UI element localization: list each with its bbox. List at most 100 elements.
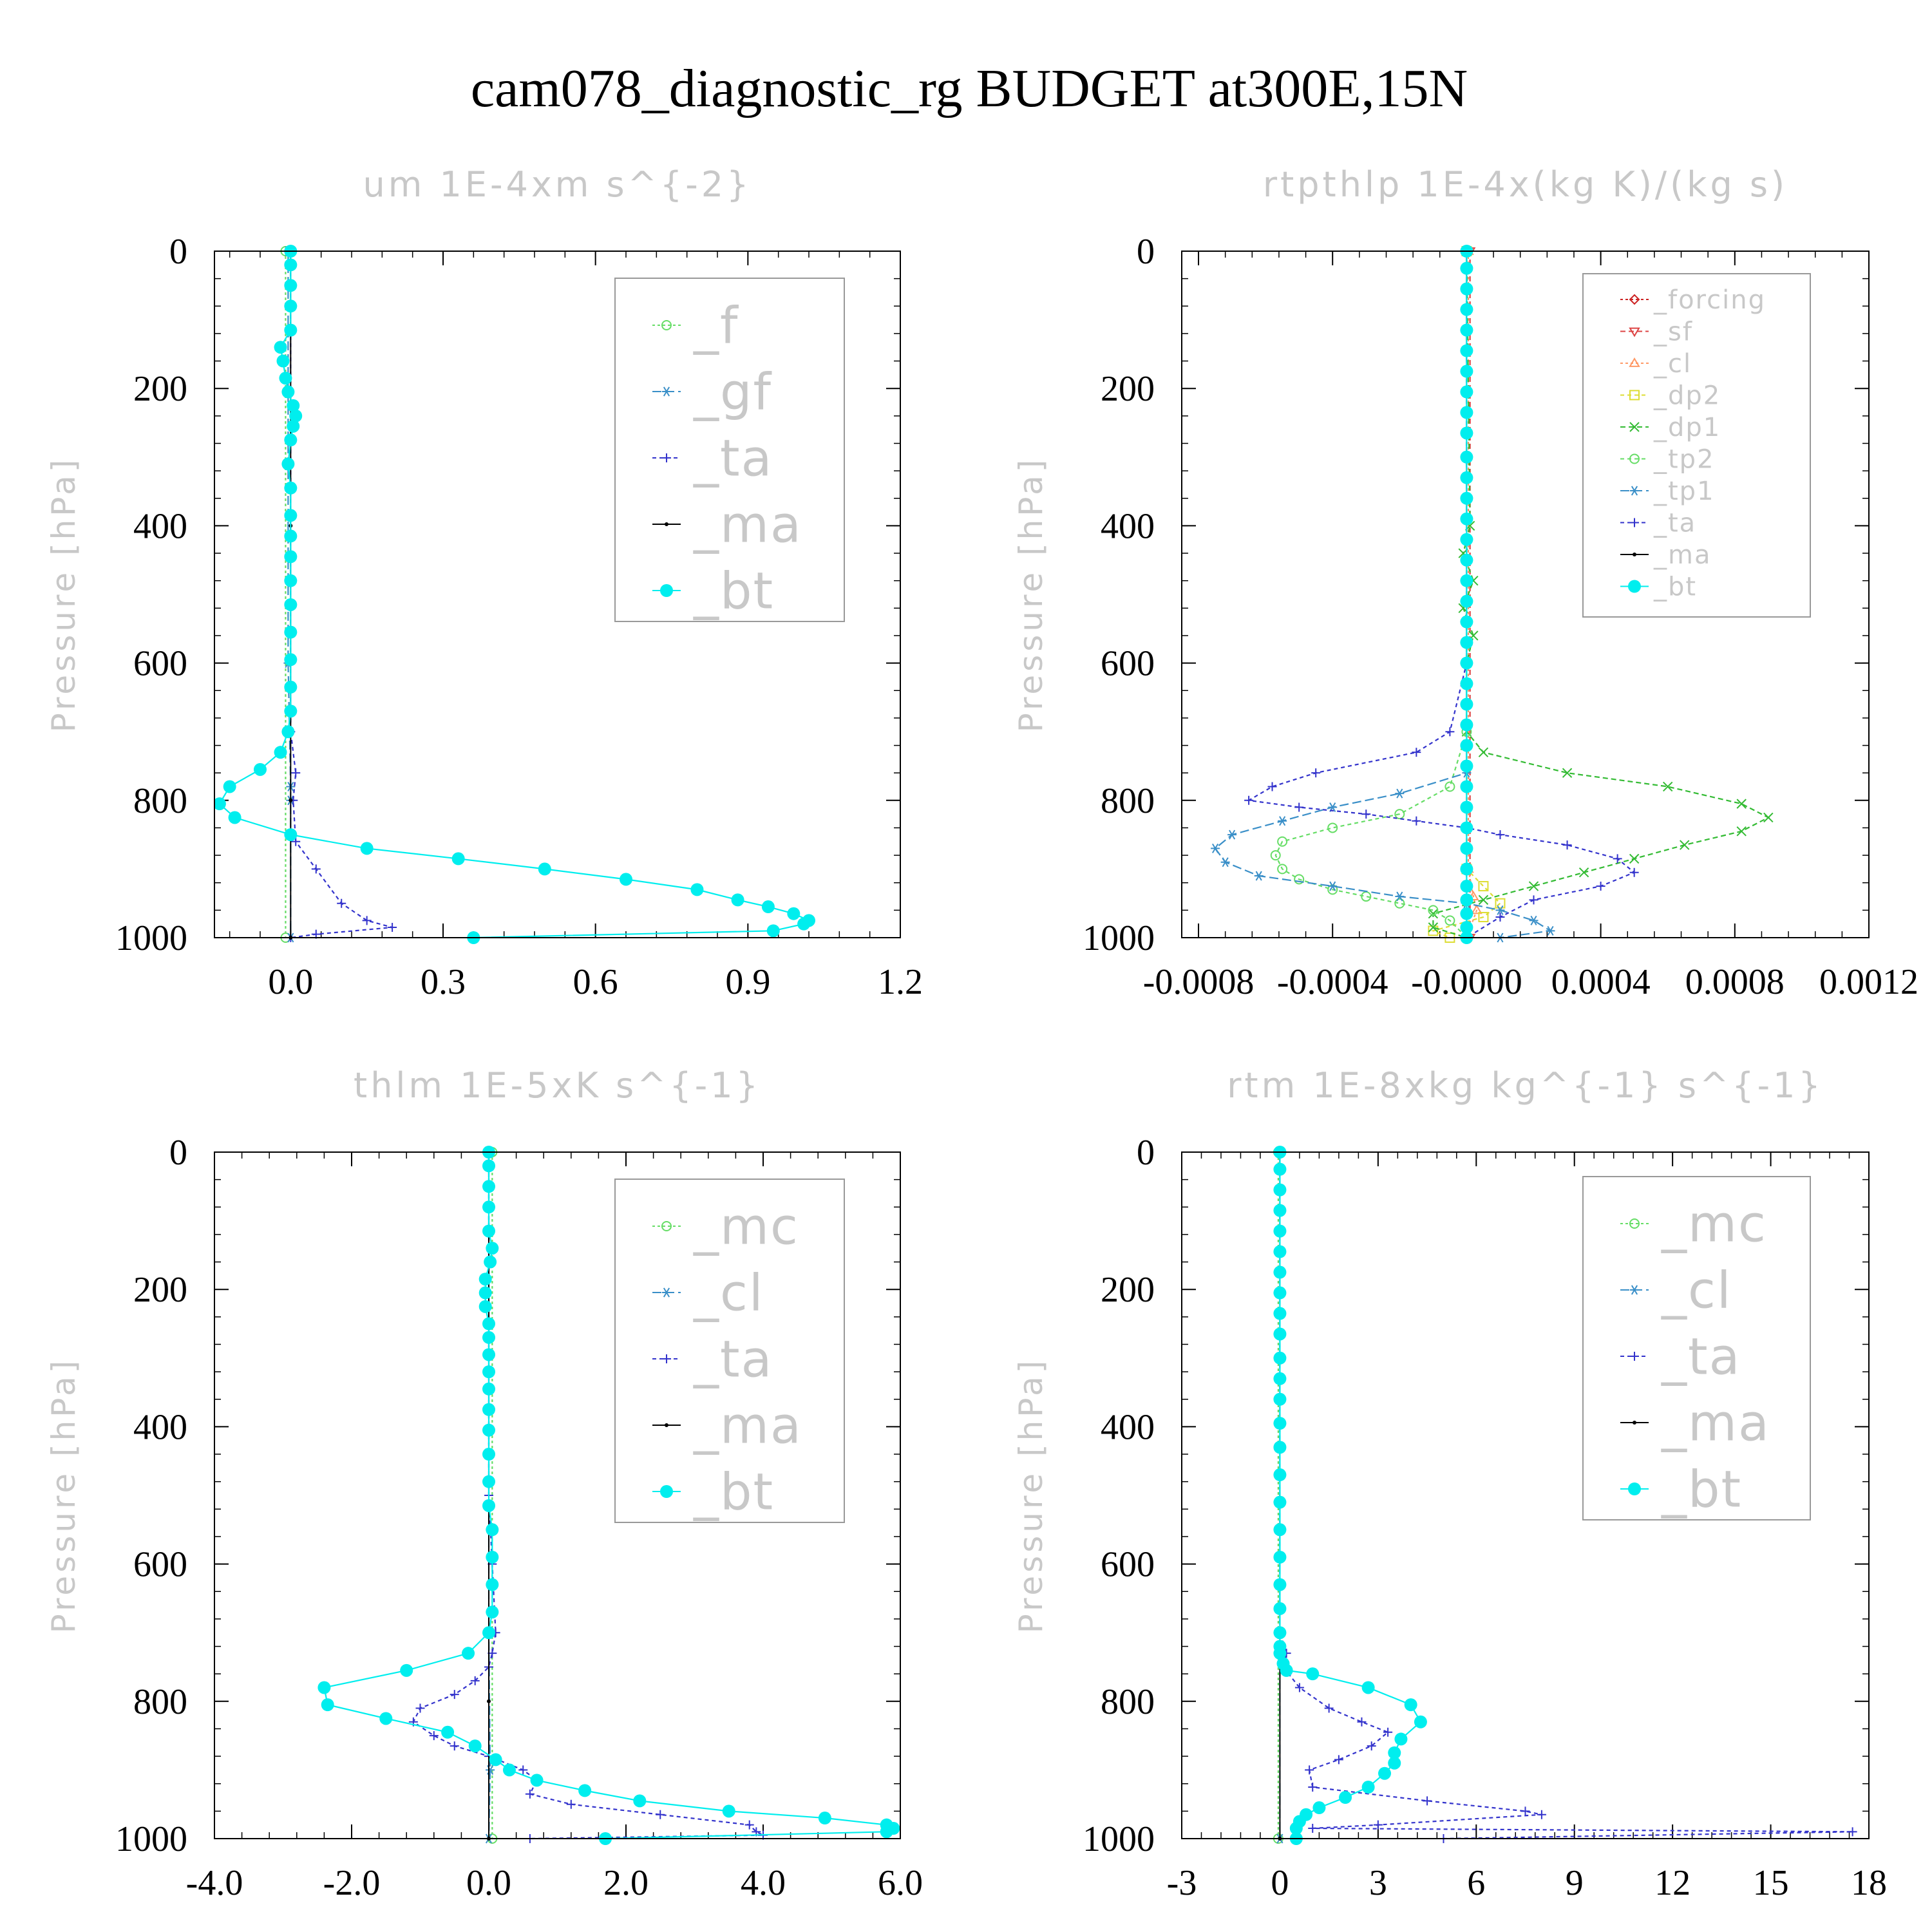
series-ta-point-15 xyxy=(1373,1820,1383,1830)
series-ta-point-4 xyxy=(1294,1683,1304,1692)
series-bt-point-32 xyxy=(451,852,465,866)
series-dp1-point-18 xyxy=(1478,895,1489,905)
series-ma-point-2 xyxy=(487,1699,491,1703)
legend-item-f-marker-point-0 xyxy=(661,320,672,330)
series-bt-point-20 xyxy=(486,1523,499,1537)
series-bt-point-12 xyxy=(284,433,298,447)
series-dp1-line xyxy=(1432,251,1770,939)
series-bt-point-19 xyxy=(1273,1578,1287,1591)
series-bt-point-5 xyxy=(486,1242,499,1255)
series-dp1-point-13 xyxy=(1736,826,1747,837)
series-bt-point-23 xyxy=(1273,1647,1287,1660)
series-bt-point-29 xyxy=(228,811,242,824)
x-tick-label: 0.0004 xyxy=(1551,962,1651,1002)
y-tick-label: 800 xyxy=(133,1682,187,1722)
series-ta-point-6 xyxy=(1357,1717,1367,1727)
y-tick-label: 800 xyxy=(133,781,187,821)
legend-item-dp1-marker-point-0 xyxy=(1629,422,1640,432)
series-bt-point-25 xyxy=(1280,1663,1293,1677)
series-bt-point-17 xyxy=(284,550,298,564)
series-ta-point-10 xyxy=(1305,1765,1314,1775)
series-bt-point-30 xyxy=(1460,862,1473,876)
series-ta-point-14 xyxy=(518,1765,528,1775)
series-bt-point-26 xyxy=(400,1663,413,1677)
series-bt-point-9 xyxy=(1460,426,1473,440)
series-bt-point-30 xyxy=(441,1725,455,1739)
series-ta-point-6 xyxy=(337,898,346,908)
series-bt-point-28 xyxy=(1460,821,1473,835)
y-tick-label: 1000 xyxy=(115,1819,187,1859)
plot-frame xyxy=(1181,251,1870,938)
legend-item-ta: _ta xyxy=(652,430,772,488)
series-bt-point-20 xyxy=(1273,1602,1287,1615)
legend-item-mc-marker-point-0 xyxy=(1629,1218,1640,1229)
series-bt-point-8 xyxy=(1460,406,1473,419)
series-tp1-point-9 xyxy=(1328,881,1338,891)
series-tp1-point-5 xyxy=(1227,829,1237,840)
series-bt-point-1 xyxy=(1273,1162,1287,1176)
series-tp1-point-14 xyxy=(1546,925,1555,936)
series-bt-point-18 xyxy=(1460,615,1473,629)
series-bt-point-17 xyxy=(1273,1523,1287,1537)
series-ta-point-6 xyxy=(1244,795,1254,805)
series-bt-point-35 xyxy=(690,883,704,896)
legend-item-f-label: _f xyxy=(693,297,739,355)
series-ta-point-11 xyxy=(1308,1783,1318,1792)
legend-item-ta: _ta xyxy=(1620,1328,1739,1386)
y-tick-label: 600 xyxy=(133,1545,187,1585)
legend-item-cl: _cl xyxy=(1620,349,1690,379)
series-bt-point-31 xyxy=(1388,1746,1401,1759)
legend-item-ma: _ma xyxy=(1620,1394,1769,1452)
legend-item-ma-marker-point-0 xyxy=(665,1423,668,1427)
series-tp1-line xyxy=(1214,251,1553,939)
series-ta-point-19 xyxy=(744,1820,754,1830)
series-ta-point-5 xyxy=(311,864,321,874)
series-bt-point-11 xyxy=(482,1331,495,1344)
legend-item-ta-marker-point-0 xyxy=(662,1354,671,1363)
series-tp1 xyxy=(1211,246,1555,943)
series-ta-point-18 xyxy=(656,1810,665,1819)
series-bt-point-38 xyxy=(787,907,800,920)
series-ta-point-16 xyxy=(1308,1824,1318,1833)
series-bt-point-4 xyxy=(1273,1224,1287,1238)
legend-item-bt: _bt xyxy=(652,1463,773,1521)
series-bt-point-33 xyxy=(502,1763,516,1777)
series-bt-point-36 xyxy=(633,1794,647,1808)
legend-item-bt-label: _bt xyxy=(1653,573,1697,602)
series-bt-point-6 xyxy=(1460,365,1473,378)
legend-item-ma-label: _ma xyxy=(693,1397,802,1455)
series-bt-point-31 xyxy=(360,842,374,855)
x-tick-label: 15 xyxy=(1753,1863,1789,1903)
y-tick-label: 600 xyxy=(133,644,187,684)
series-bt-point-35 xyxy=(578,1784,592,1797)
series-bt-point-41 xyxy=(880,1825,893,1839)
series-dp1-point-17 xyxy=(1528,881,1539,891)
legend-item-forcing-marker-point-0 xyxy=(1629,294,1640,305)
series-bt-point-11 xyxy=(1460,471,1473,484)
series-ta-point-7 xyxy=(470,1676,480,1685)
series-dp1-point-14 xyxy=(1680,840,1690,850)
series-tp1-point-13 xyxy=(1529,915,1539,925)
legend-item-bt-marker-point-0 xyxy=(1628,580,1641,593)
series-tp2-point-6 xyxy=(1270,850,1281,861)
series-bt-point-6 xyxy=(276,354,290,368)
legend-item-sf-marker-point-0 xyxy=(1629,327,1640,337)
y-axis-label: Pressure [hPa] xyxy=(1012,1358,1050,1634)
series-bt-point-16 xyxy=(482,1423,495,1437)
series-bt-point-8 xyxy=(281,385,295,399)
x-tick-label: -3 xyxy=(1167,1863,1197,1903)
series-bt-point-23 xyxy=(1460,718,1473,732)
y-tick-label: 1000 xyxy=(115,918,187,958)
series-bt-point-2 xyxy=(482,1180,495,1193)
series-bt-point-7 xyxy=(478,1273,492,1286)
legend-item-tp2-marker-point-0 xyxy=(1629,453,1640,464)
legend-item-dp2-marker-point-0 xyxy=(1629,390,1640,401)
series-bt-point-6 xyxy=(1273,1265,1287,1279)
legend-item-gf-label: _gf xyxy=(693,363,772,421)
legend-item-dp2-label: _dp2 xyxy=(1653,381,1721,411)
series-bt-point-31 xyxy=(468,1739,482,1753)
series-bt-point-17 xyxy=(482,1448,495,1461)
series-bt-point-32 xyxy=(489,1753,502,1766)
series-bt-point-21 xyxy=(486,1550,499,1564)
legend: _forcing_sf_cl_dp2_dp1 _tp2_tp1 _ta_ma _bt xyxy=(1582,273,1811,618)
